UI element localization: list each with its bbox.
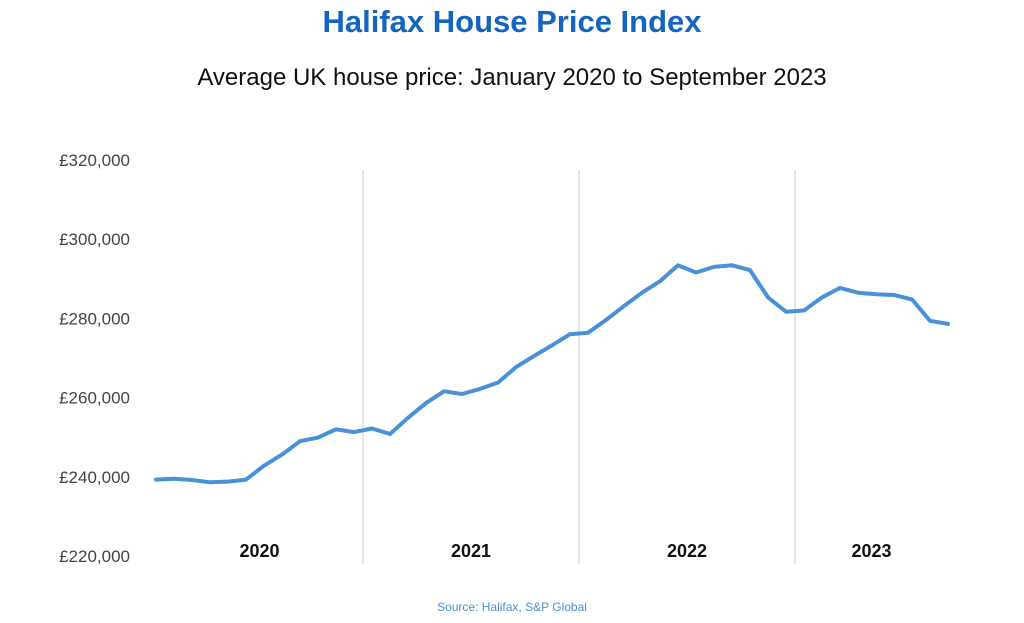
- series-line-house-price: [154, 263, 950, 485]
- y-tick-label: £300,000: [59, 230, 130, 249]
- y-tick-label: £220,000: [59, 547, 130, 566]
- y-tick-label: £320,000: [59, 151, 130, 170]
- year-label: 2023: [851, 541, 891, 561]
- y-tick-label: £280,000: [59, 309, 130, 328]
- y-tick-label: £240,000: [59, 468, 130, 487]
- year-label: 2020: [239, 541, 279, 561]
- chart-title: Halifax House Price Index: [322, 4, 702, 39]
- chart-subtitle: Average UK house price: January 2020 to …: [197, 64, 827, 91]
- y-tick-label: £260,000: [59, 389, 130, 408]
- source-note: Source: Halifax, S&P Global: [437, 600, 587, 614]
- year-label: 2022: [667, 541, 707, 561]
- year-label: 2021: [451, 541, 491, 561]
